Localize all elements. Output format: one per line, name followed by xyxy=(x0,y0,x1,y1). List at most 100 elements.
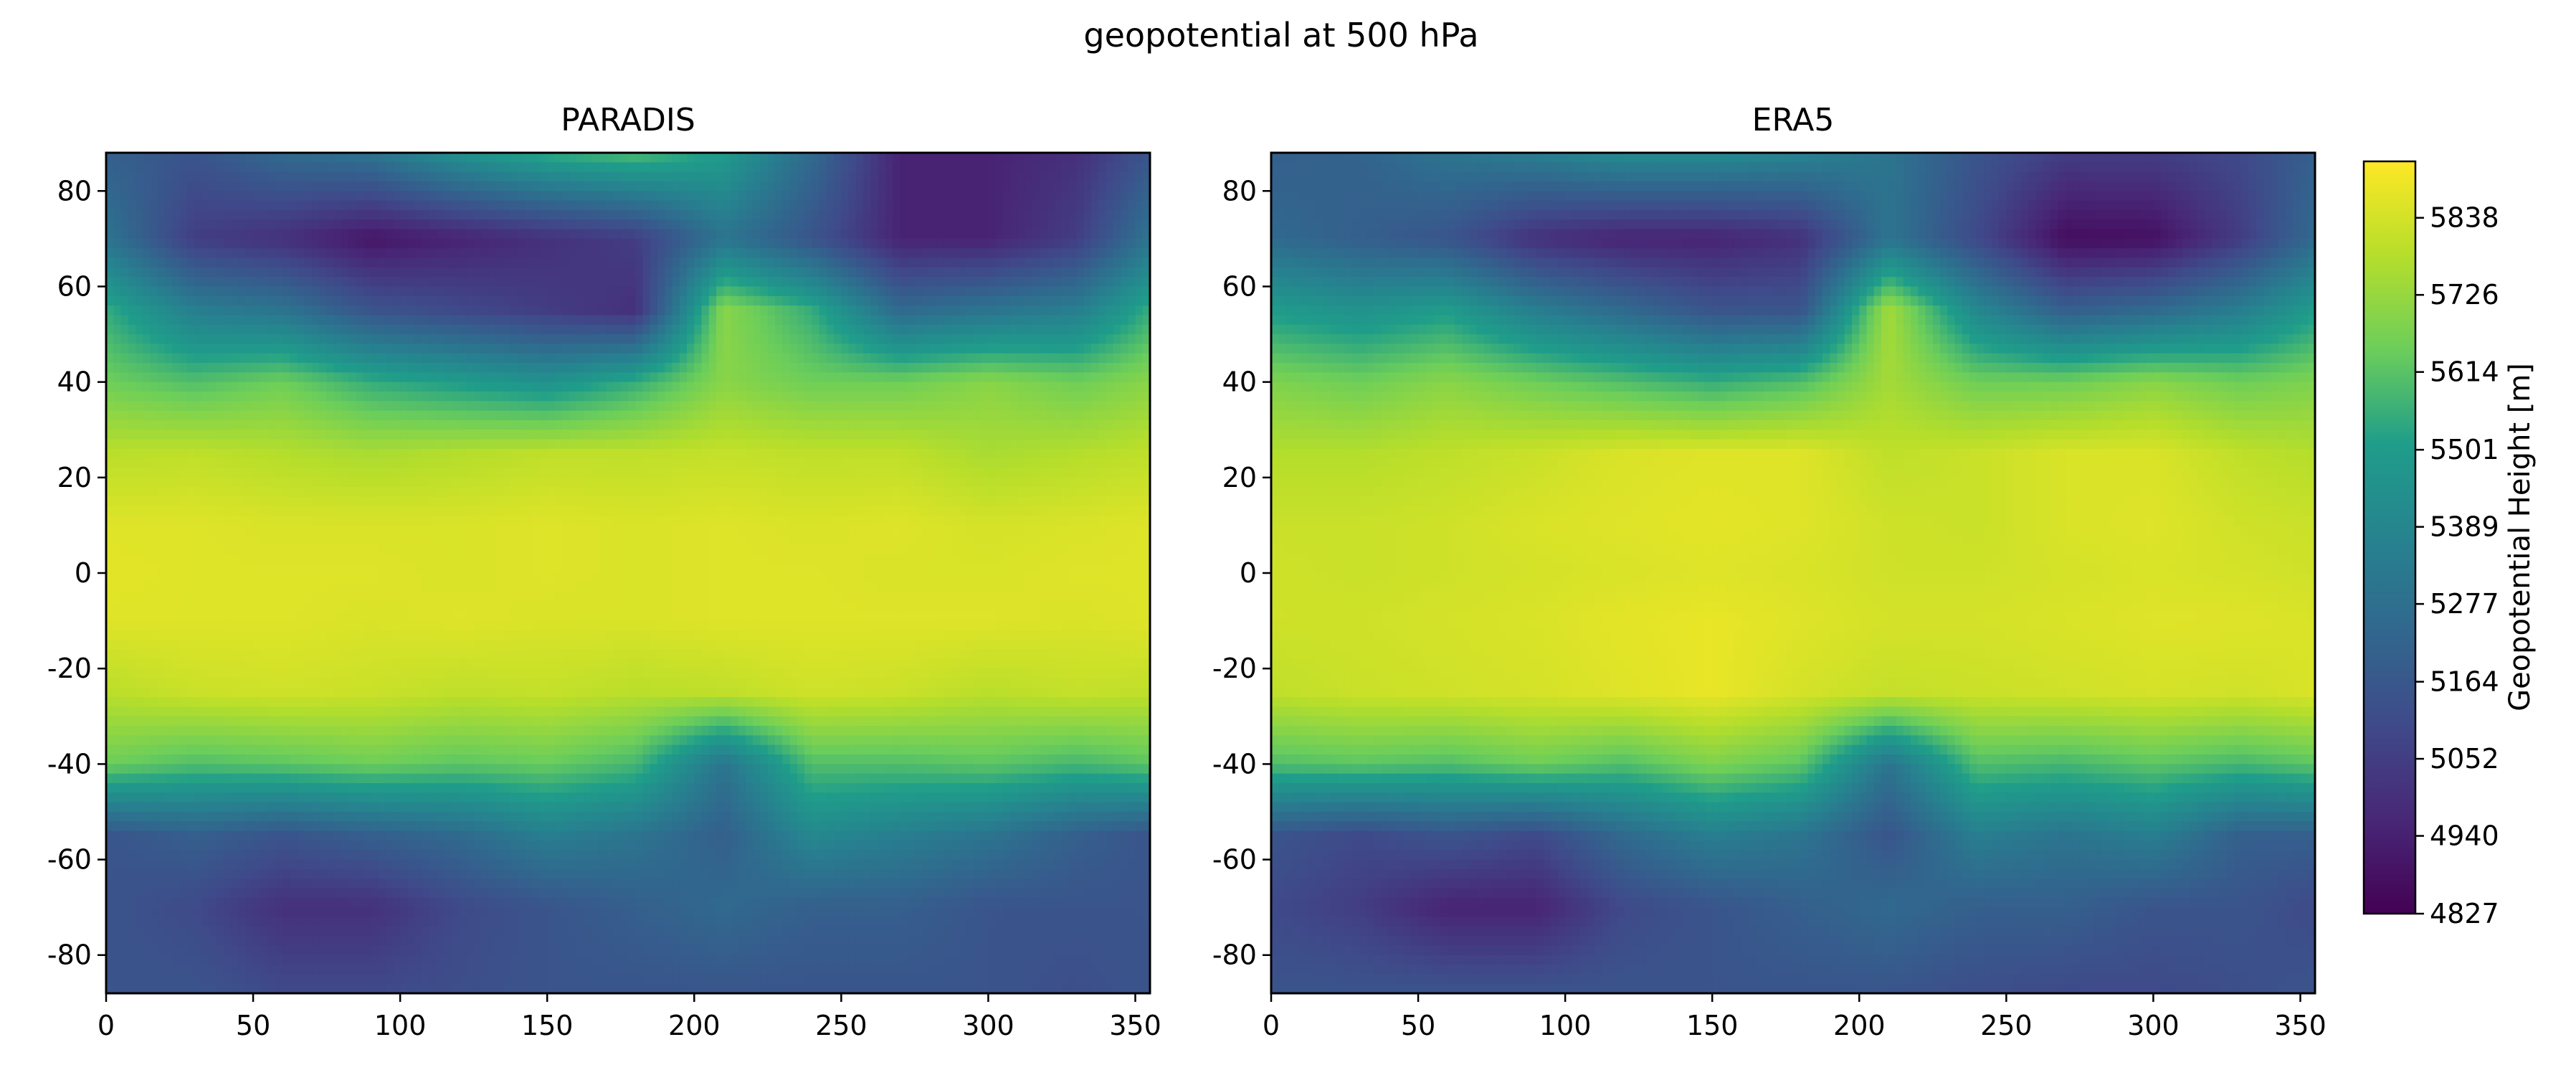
heatmap-cell xyxy=(503,324,511,335)
heatmap-cell xyxy=(106,181,114,191)
heatmap-cell xyxy=(855,238,864,249)
heatmap-cell xyxy=(694,468,703,478)
heatmap-cell xyxy=(738,295,746,306)
heatmap-cell xyxy=(106,171,114,182)
heatmap-cell xyxy=(518,219,526,230)
heatmap-cell xyxy=(554,295,563,306)
heatmap-cell xyxy=(459,315,467,326)
heatmap-cell xyxy=(488,295,497,306)
heatmap-cell xyxy=(186,248,195,259)
heatmap-cell xyxy=(826,420,835,430)
heatmap-cell xyxy=(1106,306,1114,316)
heatmap-cell xyxy=(333,200,342,211)
heatmap-cell xyxy=(701,439,710,450)
heatmap-cell xyxy=(179,248,188,259)
heatmap-cell xyxy=(672,267,680,278)
heatmap-cell xyxy=(687,344,695,354)
heatmap-cell xyxy=(267,162,276,173)
heatmap-cell xyxy=(789,238,798,249)
heatmap-cell xyxy=(635,295,644,306)
heatmap-cell xyxy=(995,171,1004,182)
heatmap-cell xyxy=(782,477,791,488)
heatmap-cell xyxy=(591,257,599,268)
heatmap-cell xyxy=(900,401,908,412)
heatmap-cell xyxy=(1047,219,1055,230)
heatmap-cell xyxy=(753,439,761,450)
heatmap-cell xyxy=(569,420,577,430)
heatmap-cell xyxy=(981,286,989,297)
heatmap-cell xyxy=(907,430,916,440)
heatmap-cell xyxy=(224,458,232,469)
heatmap-cell xyxy=(312,277,320,288)
heatmap-cell xyxy=(480,382,489,392)
heatmap-cell xyxy=(356,248,364,259)
heatmap-cell xyxy=(473,181,482,191)
heatmap-cell xyxy=(466,209,475,220)
heatmap-cell xyxy=(532,257,541,268)
heatmap-cell xyxy=(1076,324,1085,335)
heatmap-cell xyxy=(356,219,364,230)
heatmap-cell xyxy=(120,181,129,191)
heatmap-cell xyxy=(312,420,320,430)
heatmap-cell xyxy=(422,295,430,306)
heatmap-cell xyxy=(672,420,680,430)
heatmap-cell xyxy=(282,420,290,430)
heatmap-cell xyxy=(694,209,703,220)
heatmap-cell xyxy=(701,468,710,478)
heatmap-cell xyxy=(495,458,504,469)
heatmap-cell xyxy=(554,410,563,421)
heatmap-cell xyxy=(378,353,386,364)
heatmap-cell xyxy=(231,171,239,182)
heatmap-cell xyxy=(1032,391,1040,402)
heatmap-cell xyxy=(885,153,893,163)
heatmap-cell xyxy=(326,219,335,230)
heatmap-cell xyxy=(547,372,556,383)
heatmap-cell xyxy=(209,458,217,469)
heatmap-cell xyxy=(929,171,938,182)
heatmap-cell xyxy=(855,468,864,478)
heatmap-cell xyxy=(510,153,518,163)
heatmap-cell xyxy=(348,257,357,268)
heatmap-cell xyxy=(341,430,349,440)
heatmap-cell xyxy=(525,439,533,450)
heatmap-cell xyxy=(437,363,445,373)
heatmap-cell xyxy=(576,315,585,326)
heatmap-cell xyxy=(914,295,923,306)
heatmap-cell xyxy=(826,219,835,230)
heatmap-cell xyxy=(746,286,754,297)
heatmap-cell xyxy=(995,181,1004,191)
heatmap-cell xyxy=(201,219,210,230)
heatmap-cell xyxy=(907,344,916,354)
heatmap-cell xyxy=(1120,257,1128,268)
heatmap-cell xyxy=(326,315,335,326)
heatmap-cell xyxy=(231,372,239,383)
heatmap-cell xyxy=(459,458,467,469)
heatmap-cell xyxy=(826,382,835,392)
heatmap-cell xyxy=(297,401,305,412)
heatmap-cell xyxy=(826,334,835,344)
heatmap-cell xyxy=(532,468,541,478)
heatmap-cell xyxy=(157,295,166,306)
heatmap-cell xyxy=(224,248,232,259)
heatmap-cell xyxy=(1047,277,1055,288)
heatmap-cell xyxy=(407,286,416,297)
heatmap-cell xyxy=(900,315,908,326)
heatmap-cell xyxy=(326,477,335,488)
heatmap-cell xyxy=(642,200,651,211)
heatmap-cell xyxy=(1083,410,1092,421)
heatmap-cell xyxy=(782,181,791,191)
heatmap-cell xyxy=(1083,306,1092,316)
heatmap-cell xyxy=(480,162,489,173)
heatmap-cell xyxy=(275,477,283,488)
heatmap-cell xyxy=(606,448,614,459)
heatmap-cell xyxy=(444,209,452,220)
heatmap-cell xyxy=(378,286,386,297)
heatmap-cell xyxy=(326,267,335,278)
heatmap-cell xyxy=(812,238,820,249)
heatmap-cell xyxy=(561,391,570,402)
heatmap-cell xyxy=(731,363,739,373)
heatmap-cell xyxy=(363,257,371,268)
heatmap-cell xyxy=(826,306,835,316)
heatmap-cell xyxy=(746,248,754,259)
heatmap-cell xyxy=(128,324,136,335)
